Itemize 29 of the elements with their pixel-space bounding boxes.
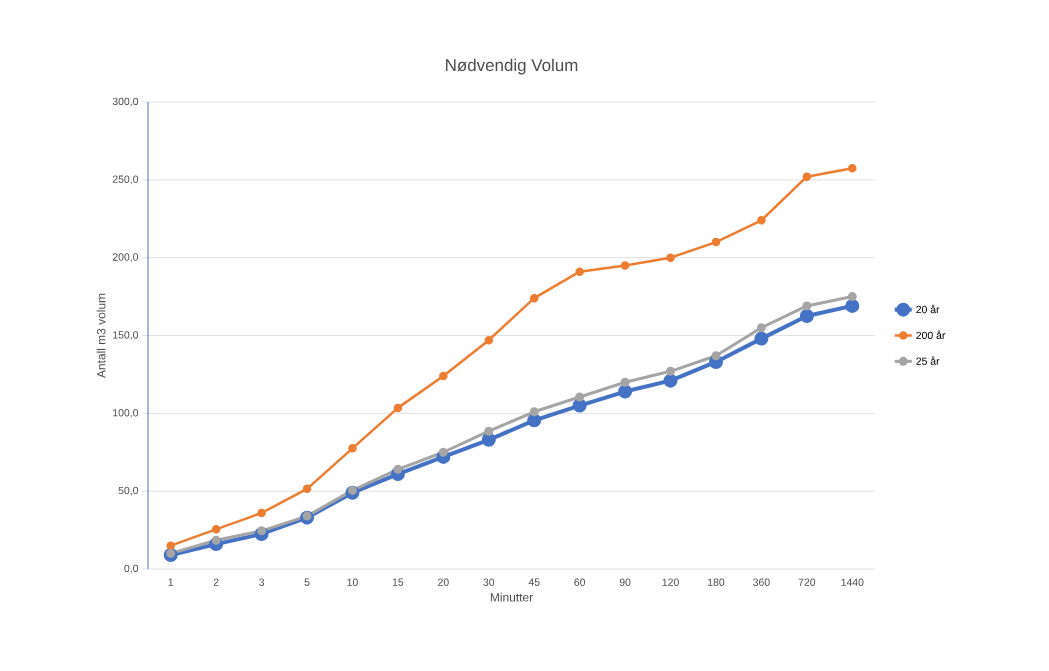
y-tick-label: 100,0: [113, 409, 139, 418]
x-tick-label: 1: [168, 578, 174, 586]
x-tick-label: 120: [662, 578, 679, 586]
x-tick-label: 10: [347, 578, 358, 586]
y-tick-label: 50,0: [118, 486, 139, 496]
y-tick-label: 150,0: [113, 331, 139, 340]
x-tick-label: 720: [798, 578, 816, 586]
x-tick-label: 3: [259, 578, 265, 586]
y-tick-label: 300,0: [112, 97, 139, 107]
y-axis-title: Antall m3 volum: [96, 293, 106, 378]
x-tick-label: 45: [528, 578, 540, 586]
x-tick-label: 20: [438, 578, 449, 586]
y-tick-label: 250,0: [112, 175, 139, 185]
legend-label: 200 år: [916, 330, 946, 340]
x-axis-title: Minutter: [490, 592, 533, 602]
x-tick-label: 90: [619, 578, 631, 586]
x-tick-label: 360: [753, 578, 770, 586]
y-tick-label: 0,0: [124, 564, 139, 574]
y-tick-label: 200,0: [112, 253, 139, 262]
x-tick-label: 60: [574, 578, 586, 586]
x-tick-label: 1440: [841, 578, 864, 586]
legend-label: 20 år: [916, 304, 940, 314]
x-tick-label: 2: [213, 578, 219, 586]
x-tick-label: 15: [392, 578, 404, 586]
x-tick-label: 5: [304, 578, 310, 586]
legend-label: 25 år: [916, 356, 940, 365]
chart-title: Nødvendig Volum: [446, 58, 578, 75]
x-tick-label: 30: [483, 578, 495, 586]
x-tick-label: 180: [708, 578, 725, 586]
